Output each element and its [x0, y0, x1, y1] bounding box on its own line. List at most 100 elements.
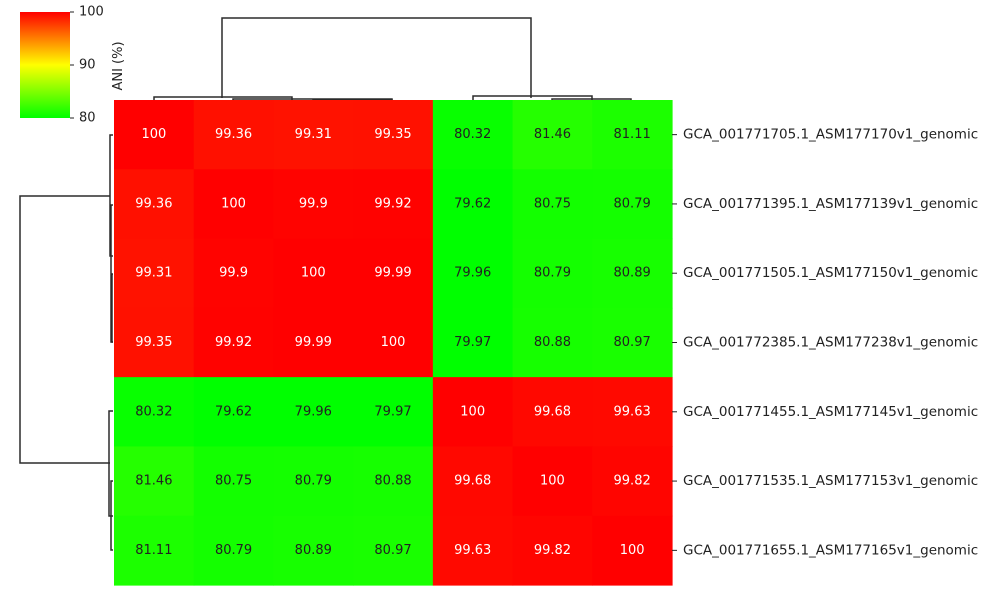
- heatmap-cell: [114, 307, 195, 378]
- heatmap-cell: [353, 169, 434, 240]
- heatmap-cell-value: 79.62: [215, 404, 252, 419]
- heatmap-cell: [353, 377, 434, 448]
- heatmap-cell: [432, 238, 514, 309]
- heatmap-cell-value: 80.79: [614, 196, 651, 211]
- heatmap-cell-value: 100: [540, 474, 565, 489]
- heatmap-cell: [432, 169, 514, 240]
- heatmap-cell: [592, 169, 673, 240]
- heatmap-cell-value: 80.89: [614, 266, 651, 281]
- heatmap-cell-value: 100: [141, 127, 166, 142]
- heatmap-cell: [512, 307, 593, 378]
- heatmap-cell: [592, 515, 673, 586]
- heatmap-cell-value: 99.92: [215, 335, 252, 350]
- heatmap-cell: [512, 100, 593, 170]
- heatmap-cell-value: 99.35: [374, 127, 411, 142]
- heatmap-cell-value: 79.97: [374, 404, 411, 419]
- heatmap-cell: [353, 100, 434, 170]
- heatmap-cell: [193, 307, 275, 378]
- heatmap-cell-value: 100: [620, 543, 645, 558]
- heatmap-cell-value: 99.63: [614, 404, 651, 419]
- row-label: GCA_001771455.1_ASM177145v1_genomic: [683, 404, 978, 420]
- left-dendrogram: [19, 134, 113, 551]
- heatmap-cell: [273, 515, 354, 586]
- heatmap-cell-value: 99.31: [295, 127, 332, 142]
- heatmap-cell: [432, 100, 514, 170]
- heatmap-cell: [512, 377, 593, 448]
- heatmap-cell: [512, 515, 593, 586]
- colorbar-tick-label: 80: [79, 111, 96, 126]
- heatmap-cell-value: 80.97: [614, 335, 651, 350]
- heatmap-cell-value: 80.79: [534, 266, 571, 281]
- heatmap-cell: [193, 446, 275, 517]
- heatmap-cell-value: 99.63: [454, 543, 491, 558]
- heatmap-cell-value: 80.79: [215, 543, 252, 558]
- heatmap-cell-value: 99.9: [299, 196, 328, 211]
- heatmap-cell-value: 99.99: [374, 266, 411, 281]
- heatmap-cell: [592, 238, 673, 309]
- heatmap-cell-value: 81.11: [614, 127, 651, 142]
- colorbar-ticks: 100 90 80: [70, 5, 104, 126]
- heatmap-cell: [114, 377, 195, 448]
- heatmap-cell: [353, 446, 434, 517]
- heatmap-cell: [114, 169, 195, 240]
- heatmap-cell-value: 79.96: [295, 404, 332, 419]
- heatmap-cell-value: 80.79: [295, 474, 332, 489]
- heatmap-cell-value: 100: [301, 266, 326, 281]
- heatmap-cell: [353, 515, 434, 586]
- heatmap-cell-value: 99.36: [215, 127, 252, 142]
- colorbar-label: ANI (%): [111, 41, 126, 90]
- colorbar-tick-label: 100: [79, 5, 104, 20]
- row-label: GCA_001772385.1_ASM177238v1_genomic: [683, 335, 978, 351]
- heatmap-cell-value: 99.82: [614, 474, 651, 489]
- heatmap-cell: [273, 446, 354, 517]
- heatmap-cell-value: 79.62: [454, 196, 491, 211]
- heatmap-cell: [592, 377, 673, 448]
- heatmap-cells: 100 99.36 99.31 99.35 80.32 81.46 81.11 99.36 10…: [114, 100, 673, 586]
- heatmap-cell: [592, 307, 673, 378]
- heatmap-cell: [273, 169, 354, 240]
- row-label: GCA_001771395.1_ASM177139v1_genomic: [683, 196, 978, 212]
- row-label: GCA_001771705.1_ASM177170v1_genomic: [683, 127, 978, 143]
- row-label: GCA_001771505.1_ASM177150v1_genomic: [683, 265, 978, 281]
- heatmap-cell-value: 80.32: [135, 404, 172, 419]
- heatmap-cell-value: 99.68: [534, 404, 571, 419]
- heatmap-cell-value: 79.97: [454, 335, 491, 350]
- heatmap-cell-value: 81.11: [135, 543, 172, 558]
- heatmap-cell-value: 99.99: [295, 335, 332, 350]
- heatmap-cell: [114, 515, 195, 586]
- heatmap-cell-value: 100: [221, 196, 246, 211]
- row-label: GCA_001771535.1_ASM177153v1_genomic: [683, 473, 978, 489]
- heatmap-cell: [193, 238, 275, 309]
- heatmap-cell: [432, 446, 514, 517]
- heatmap-cell-value: 99.9: [219, 266, 248, 281]
- heatmap-cell-value: 80.75: [215, 474, 252, 489]
- heatmap-cell: [273, 307, 354, 378]
- colorbar-gradient: [20, 12, 70, 118]
- heatmap-cell-value: 81.46: [135, 474, 172, 489]
- heatmap-cell: [592, 446, 673, 517]
- heatmap-cell-value: 80.97: [374, 543, 411, 558]
- heatmap-cell-value: 99.31: [135, 266, 172, 281]
- heatmap-cell: [114, 446, 195, 517]
- heatmap-cell-value: 99.35: [135, 335, 172, 350]
- heatmap-cell: [114, 100, 195, 170]
- heatmap-cell-value: 99.68: [454, 474, 491, 489]
- heatmap-cell: [432, 515, 514, 586]
- heatmap-cell-value: 80.88: [374, 474, 411, 489]
- heatmap-cell-value: 99.36: [135, 196, 172, 211]
- heatmap-cell: [193, 100, 275, 170]
- heatmap-cell-value: 80.32: [454, 127, 491, 142]
- heatmap-cell-value: 80.88: [534, 335, 571, 350]
- heatmap-cell: [512, 169, 593, 240]
- heatmap-cell: [353, 238, 434, 309]
- colorbar: 100 90 80 ANI (%): [20, 5, 126, 126]
- top-dendrogram: [153, 17, 632, 103]
- heatmap-cell: [193, 377, 275, 448]
- heatmap-cell-value: 100: [460, 404, 485, 419]
- heatmap-cell-value: 79.96: [454, 266, 491, 281]
- heatmap-cell: [193, 515, 275, 586]
- row-label: GCA_001771655.1_ASM177165v1_genomic: [683, 542, 978, 558]
- heatmap-cell-value: 80.89: [295, 543, 332, 558]
- heatmap-cell: [114, 238, 195, 309]
